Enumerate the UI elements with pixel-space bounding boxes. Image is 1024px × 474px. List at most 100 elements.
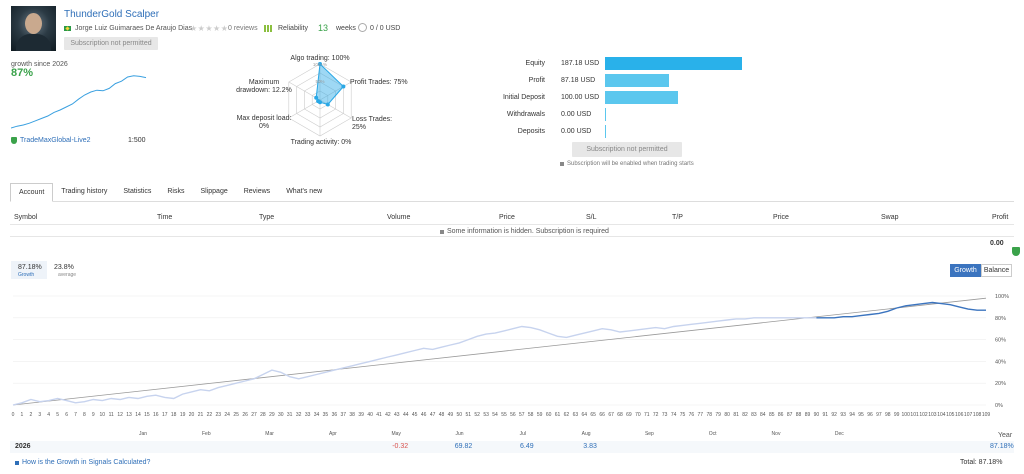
tab-statistics[interactable]: Statistics: [123, 188, 152, 195]
drawdown-line1: Maximum: [248, 79, 280, 86]
y-tick-label: 80%: [995, 316, 1006, 322]
x-tick-label: 6: [65, 412, 68, 418]
growth-toggle-button[interactable]: Growth: [950, 264, 981, 277]
equity-value: 187.18 USD: [561, 60, 600, 67]
column-header: Price: [773, 214, 789, 221]
month-label: Jun: [455, 431, 463, 437]
x-tick-label: 24: [224, 412, 230, 418]
year-total: 87.18%: [990, 443, 1014, 450]
growth-stat-value: 87.18%: [18, 264, 42, 271]
x-tick-label: 36: [332, 412, 338, 418]
x-tick-label: 56: [510, 412, 516, 418]
tab-risks[interactable]: Risks: [167, 188, 185, 195]
balance-toggle-button[interactable]: Balance: [981, 264, 1012, 277]
x-tick-label: 84: [760, 412, 766, 418]
radar-ring-100: 100+%: [313, 62, 327, 67]
x-tick-label: 49: [448, 412, 454, 418]
tab-trading-history[interactable]: Trading history: [61, 188, 108, 195]
shield-icon[interactable]: [1012, 247, 1020, 256]
y-tick-label: 0%: [995, 403, 1003, 409]
x-tick-label: 82: [742, 412, 748, 418]
tab-reviews[interactable]: Reviews: [243, 188, 271, 195]
month-value: 69.82: [454, 443, 473, 450]
broker[interactable]: TradeMaxGlobal-Live2: [11, 137, 91, 144]
x-tick-label: 27: [251, 412, 257, 418]
equity-bar: [605, 91, 679, 104]
x-tick-label: 23: [216, 412, 222, 418]
x-tick-label: 37: [341, 412, 347, 418]
column-header: T/P: [672, 214, 683, 221]
x-tick-label: 31: [287, 412, 293, 418]
x-tick-label: 67: [608, 412, 614, 418]
reviews-count[interactable]: 0 reviews: [228, 25, 258, 32]
x-tick-label: 46: [421, 412, 427, 418]
divider: [10, 224, 1014, 225]
x-tick-label: 62: [564, 412, 570, 418]
avatar[interactable]: [11, 6, 56, 51]
x-tick-label: 42: [385, 412, 391, 418]
x-tick-label: 51: [466, 412, 472, 418]
x-tick-label: 29: [269, 412, 275, 418]
x-tick-label: 52: [474, 412, 480, 418]
x-tick-label: 15: [144, 412, 150, 418]
growth-calc-text[interactable]: How is the Growth in Signals Calculated?: [22, 459, 151, 466]
subscribers-value: 0 / 0 USD: [370, 25, 401, 32]
subscribe-button-2[interactable]: Subscription not permitted: [572, 142, 682, 157]
growth-stat-box[interactable]: [11, 261, 47, 279]
column-header: Symbol: [14, 214, 38, 221]
x-tick-label: 34: [314, 412, 320, 418]
radar-point: [325, 102, 330, 107]
equity-bar: [605, 125, 606, 138]
equity-label: Withdrawals: [506, 111, 545, 118]
author-line[interactable]: Jorge Luiz Guimaraes De Araujo Dias: [64, 25, 192, 32]
column-header: Profit: [992, 214, 1009, 221]
radar-label-algo: Algo trading: 100%: [290, 55, 350, 62]
x-tick-label: 22: [207, 412, 213, 418]
tab-slippage[interactable]: Slippage: [200, 188, 228, 195]
x-tick-label: 70: [635, 412, 641, 418]
x-tick-label: 32: [296, 412, 302, 418]
x-tick-label: 11: [109, 412, 114, 418]
x-tick-label: 10: [100, 412, 106, 418]
tab-account[interactable]: Account: [10, 183, 54, 202]
growth-calc-link[interactable]: How is the Growth in Signals Calculated?: [15, 459, 150, 466]
equity-value: 100.00 USD: [561, 94, 600, 101]
month-label: May: [391, 431, 401, 437]
subscribe-button[interactable]: Subscription not permitted: [64, 37, 158, 50]
x-tick-label: 102: [919, 412, 928, 418]
radar-point: [318, 62, 322, 66]
x-tick-label: 87: [787, 412, 793, 418]
x-tick-label: 83: [751, 412, 757, 418]
tab-what-s-new[interactable]: What's new: [286, 188, 323, 195]
total-growth: Total: 87.18%: [960, 459, 1003, 466]
column-header: S/L: [586, 214, 597, 221]
x-tick-label: 90: [814, 412, 820, 418]
x-tick-label: 0: [12, 412, 15, 418]
average-stat-value: 23.8%: [54, 264, 74, 271]
x-tick-label: 20: [189, 412, 195, 418]
x-tick-label: 38: [349, 412, 355, 418]
x-tick-label: 58: [528, 412, 534, 418]
y-tick-label: 20%: [995, 381, 1006, 387]
x-tick-label: 17: [162, 412, 168, 418]
broker-name[interactable]: TradeMaxGlobal-Live2: [20, 137, 91, 144]
x-tick-label: 13: [126, 412, 132, 418]
x-tick-label: 89: [805, 412, 811, 418]
author-name[interactable]: Jorge Luiz Guimaraes De Araujo Dias: [75, 25, 193, 32]
radar-point: [341, 84, 346, 89]
x-tick-label: 65: [590, 412, 596, 418]
month-label: Apr: [329, 431, 337, 437]
x-tick-label: 54: [492, 412, 498, 418]
x-tick-label: 45: [412, 412, 418, 418]
radar-ring-50: 50%: [315, 79, 324, 84]
x-tick-label: 75: [680, 412, 686, 418]
signal-title[interactable]: ThunderGold Scalper: [64, 9, 160, 20]
x-tick-label: 86: [778, 412, 784, 418]
month-value: 6.49: [519, 443, 534, 450]
month-value: 3.83: [583, 443, 597, 450]
x-tick-label: 39: [358, 412, 364, 418]
year-label: 2026: [15, 443, 31, 450]
equity-value: 0.00 USD: [561, 128, 592, 135]
x-tick-label: 69: [626, 412, 632, 418]
equity-label: Profit: [528, 77, 545, 84]
